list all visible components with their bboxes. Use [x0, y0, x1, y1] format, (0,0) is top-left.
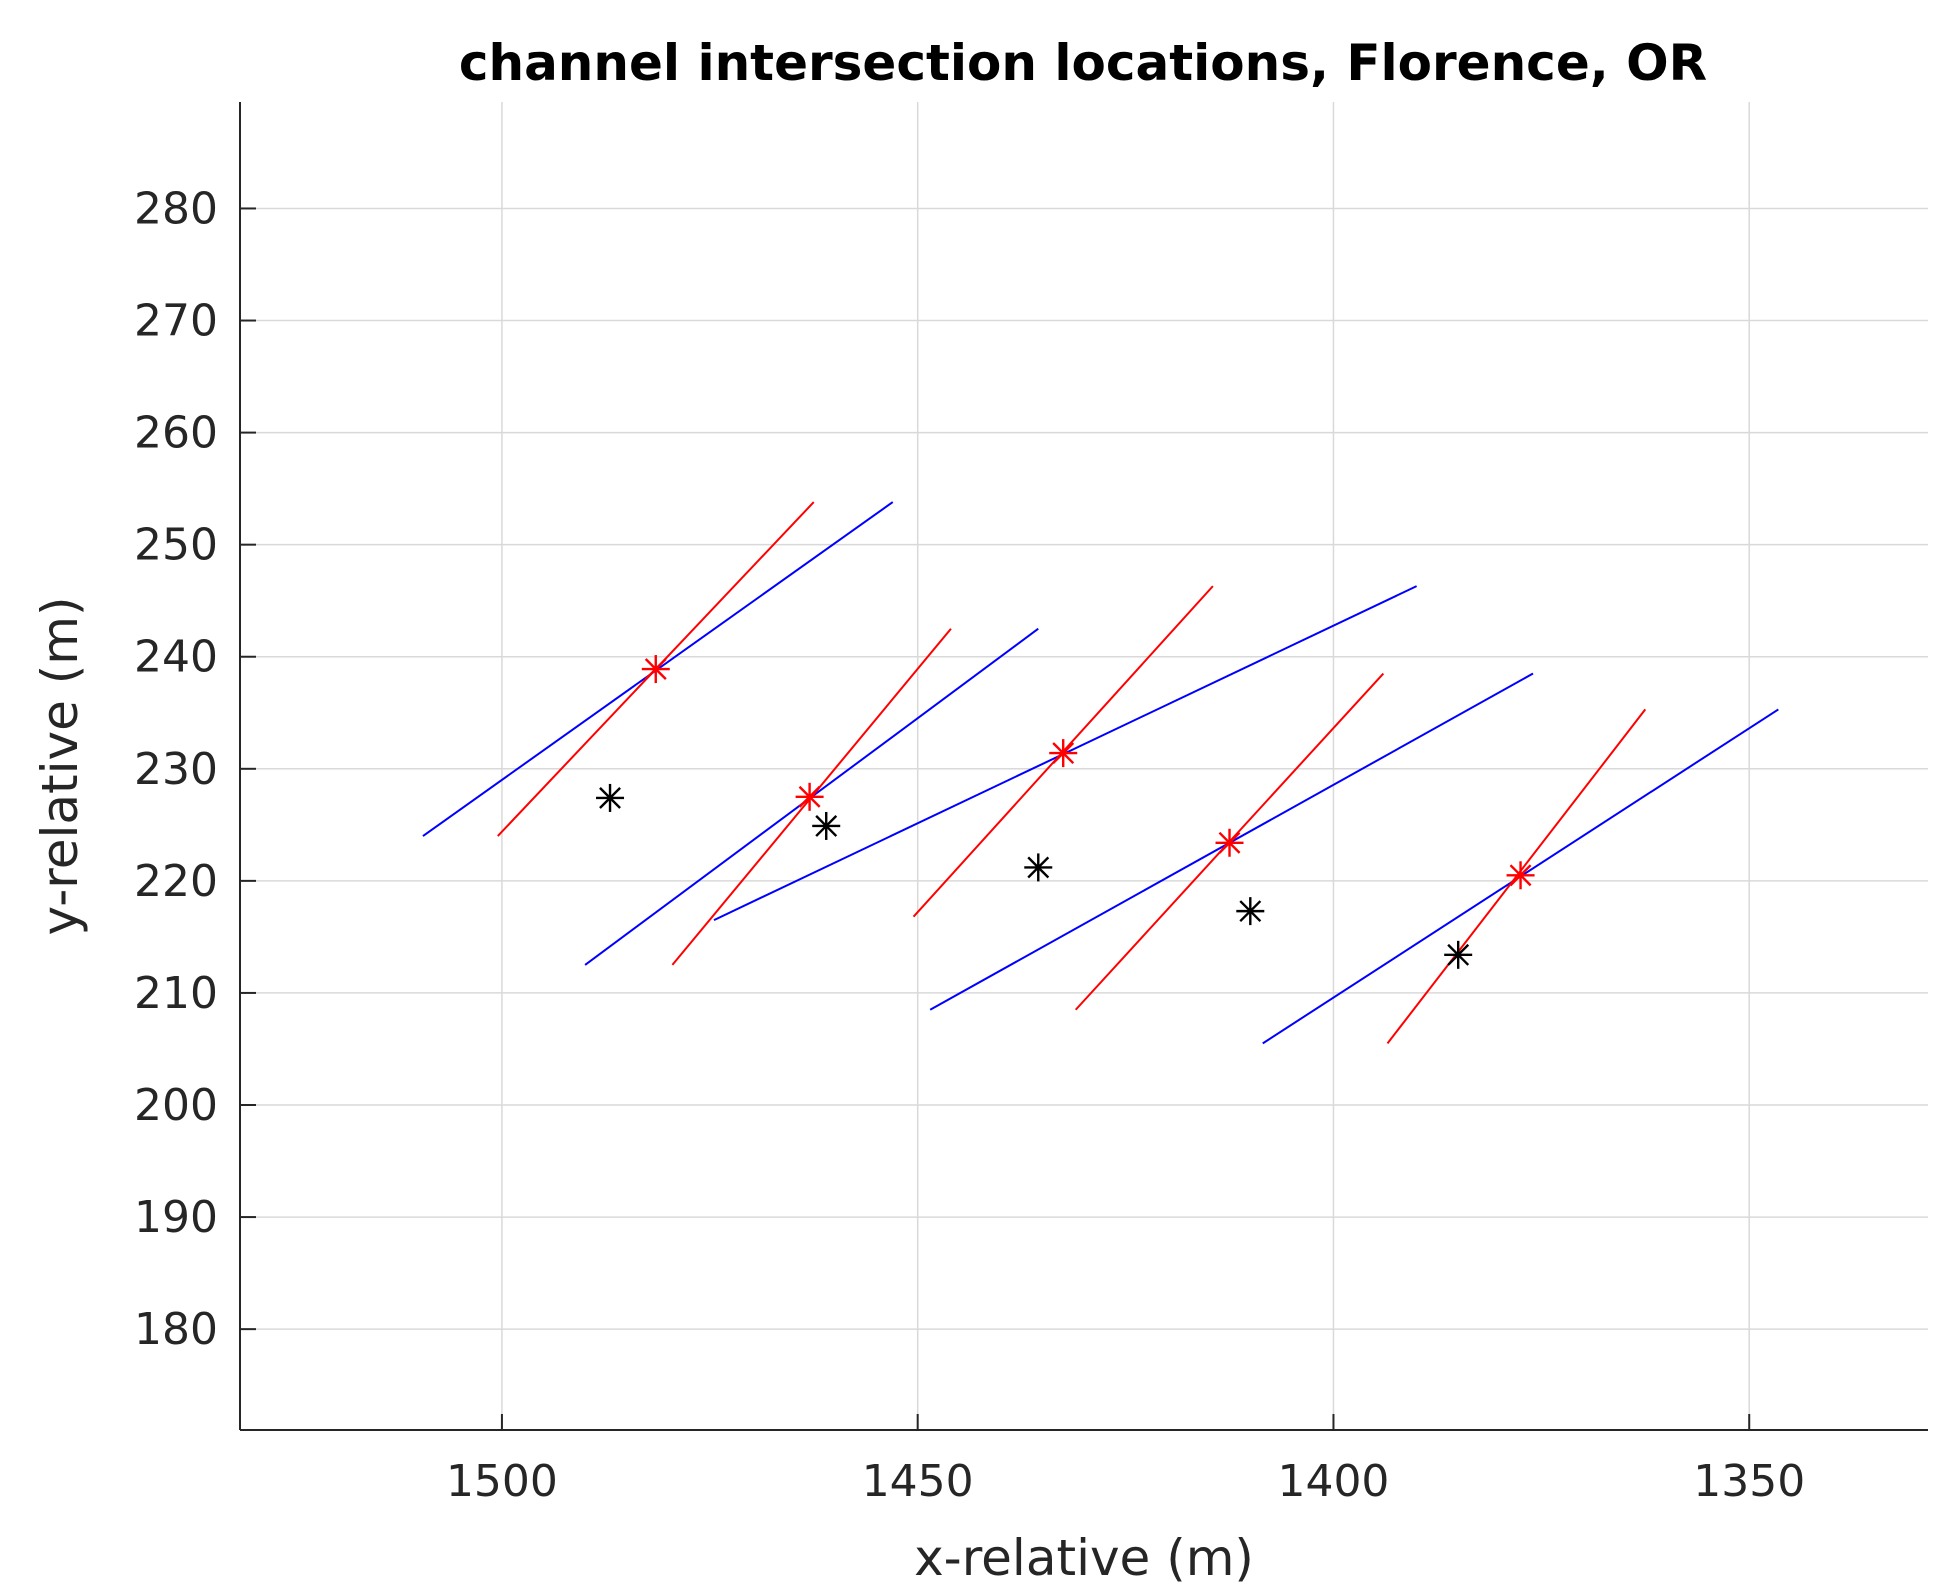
- black-asterisk-marker: [812, 811, 841, 840]
- red-asterisk-marker: [1049, 739, 1078, 768]
- x-ticks: 1500 1450 1400 1350: [446, 1414, 1805, 1507]
- x-tick-label: 1450: [862, 1456, 974, 1507]
- y-tick-label: 260: [134, 408, 218, 459]
- y-tick-label: 250: [134, 520, 218, 571]
- black-asterisk-marker: [1024, 853, 1053, 882]
- grid: [240, 102, 1928, 1430]
- black-asterisk-marker: [1236, 897, 1265, 926]
- y-ticks: 180 190 200 210 220 230 240 250 260 270 280: [134, 183, 256, 1355]
- chart-title: channel intersection locations, Florence…: [459, 34, 1707, 92]
- y-tick-label: 220: [134, 856, 218, 907]
- red-asterisk-marker: [1215, 828, 1244, 857]
- y-tick-label: 210: [134, 968, 218, 1019]
- y-tick-label: 190: [134, 1192, 218, 1243]
- y-tick-label: 200: [134, 1080, 218, 1131]
- x-axis-label: x-relative (m): [914, 1529, 1254, 1587]
- y-tick-label: 280: [134, 183, 218, 234]
- x-tick-label: 1350: [1693, 1456, 1805, 1507]
- black-asterisk-marker: [596, 783, 625, 812]
- axes: [239, 102, 1928, 1431]
- y-tick-label: 230: [134, 744, 218, 795]
- red-markers-series: [641, 655, 1535, 890]
- y-tick-label: 270: [134, 296, 218, 347]
- x-tick-label: 1500: [446, 1456, 558, 1507]
- y-tick-label: 180: [134, 1304, 218, 1355]
- red-asterisk-marker: [1506, 861, 1535, 890]
- red-asterisk-marker: [641, 655, 670, 684]
- y-axis-label: y-relative (m): [31, 597, 89, 936]
- x-tick-label: 1400: [1277, 1456, 1389, 1507]
- black-markers-series: [596, 783, 1473, 969]
- black-asterisk-marker: [1444, 940, 1473, 969]
- y-tick-label: 240: [134, 632, 218, 683]
- red-asterisk-marker: [795, 782, 824, 811]
